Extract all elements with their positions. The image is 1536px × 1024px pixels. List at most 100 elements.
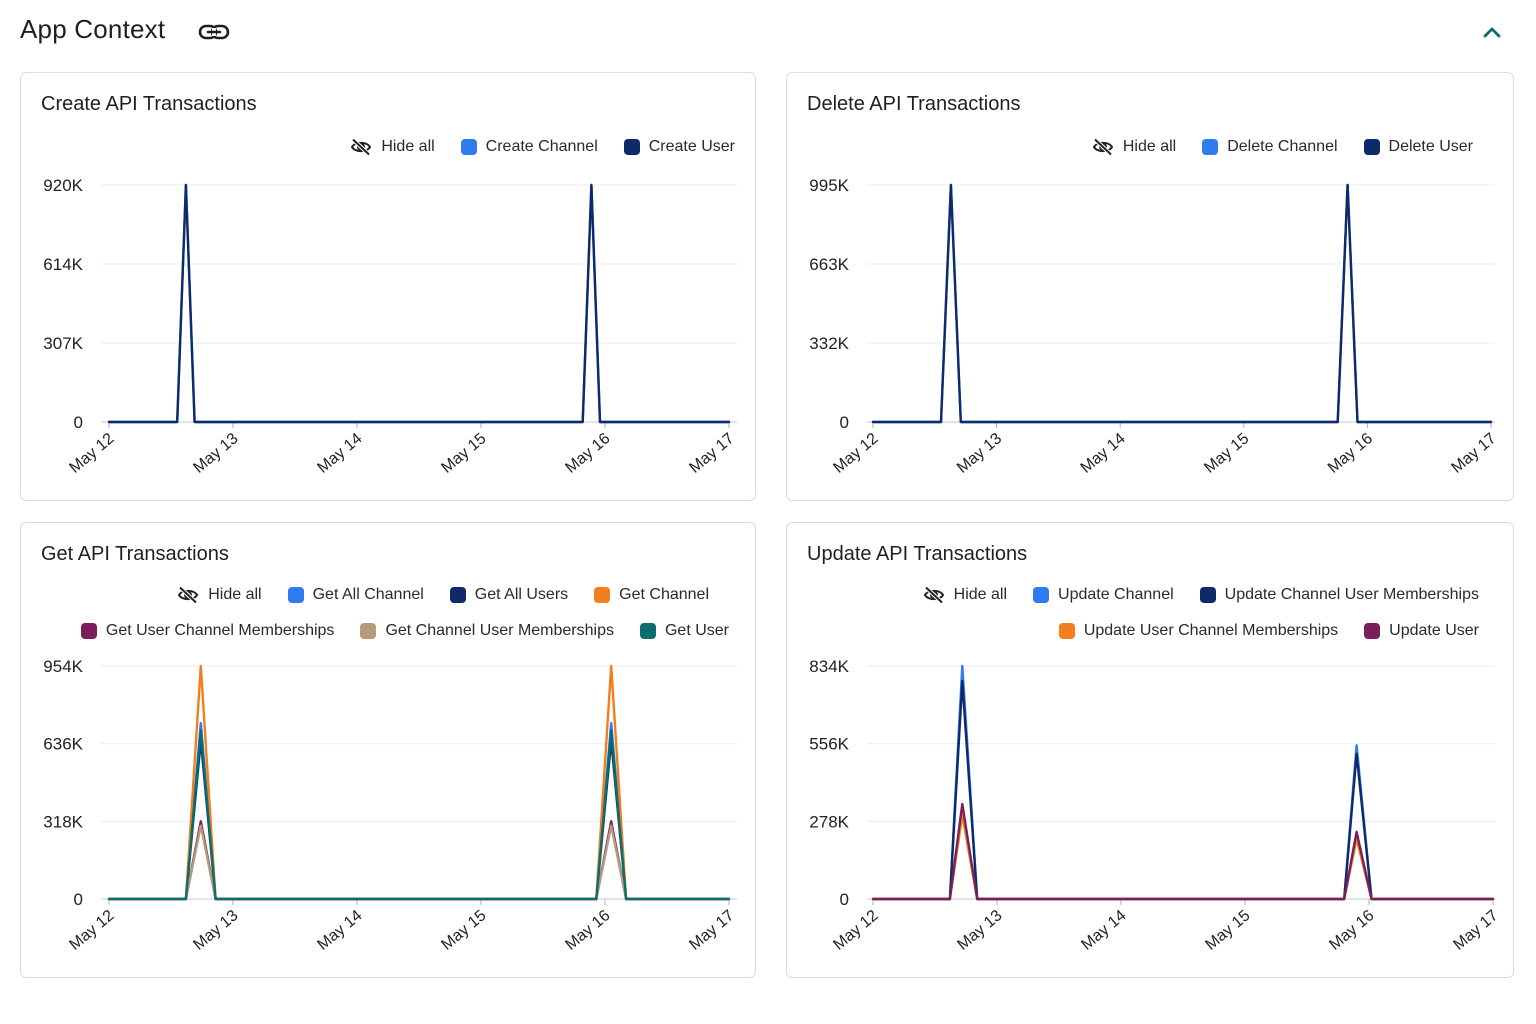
legend-item-update-channel-user-memberships[interactable]: Update Channel User Memberships [1199,586,1479,604]
y-tick-label: 278K [809,812,849,831]
legend-item-create-user[interactable]: Create User [623,138,735,156]
chart-title: Get API Transactions [41,543,229,565]
y-tick-label: 332K [809,334,849,353]
page-title: App Context [20,14,166,44]
chart-legend: Hide all Delete Channel Delete User [1092,135,1473,159]
eye-slash-icon [1092,138,1113,156]
create-api-transactions-card: Create API Transactions Hide all Create … [20,72,756,501]
x-tick-label: May 14 [314,430,365,477]
get-api-transactions-plot: 0 318K 636K 954K May 12 May 13 May 14 May 15 May… [43,657,737,954]
x-tick-label: May 12 [830,907,881,954]
legend-swatch [1199,587,1216,603]
legend-item-create-channel[interactable]: Create Channel [460,138,598,156]
x-tick-label: May 16 [562,430,613,477]
x-tick-label: May 16 [1326,907,1377,954]
legend-item-get-channel[interactable]: Get Channel [594,586,709,604]
legend-label: Get User Channel Memberships [105,622,335,639]
hide-all-button[interactable]: Hide all [923,586,1007,604]
chart-title: Create API Transactions [41,93,257,115]
y-tick-label: 0 [74,890,83,909]
eye-slash-icon [351,138,372,156]
y-tick-label: 834K [809,657,849,676]
legend-item-update-user-channel-memberships[interactable]: Update User Channel Memberships [1058,622,1338,640]
series-line-get-user [107,729,731,901]
hide-all-label: Hide all [208,586,262,603]
legend-label: Update Channel [1058,586,1174,603]
legend-label: Update Channel User Memberships [1224,586,1479,603]
legend-item-delete-channel[interactable]: Delete Channel [1202,138,1338,156]
legend-item-get-channel-user-memberships[interactable]: Get Channel User Memberships [360,622,614,640]
series-line-update-channel [871,664,1495,901]
y-tick-label: 318K [43,812,83,831]
update-api-transactions-card: Update API Transactions Hide all Update … [786,522,1514,978]
y-tick-label: 636K [43,735,83,754]
legend-swatch [1058,623,1075,639]
link-icon[interactable] [198,20,230,44]
x-tick-label: May 15 [1202,907,1253,954]
legend-swatch [1364,623,1381,639]
chart-legend-row-2: Get User Channel Memberships Get Channel… [80,619,729,643]
legend-label: Get User [664,622,729,639]
x-tick-label: May 13 [954,430,1005,477]
x-tick-label: May 14 [314,907,365,954]
legend-item-get-user[interactable]: Get User [639,622,729,640]
x-tick-label: May 14 [1078,430,1129,477]
legend-item-get-user-channel-memberships[interactable]: Get User Channel Memberships [80,622,335,640]
series-line-delete-channel [871,183,1493,424]
legend-swatch [460,139,477,155]
delete-api-transactions-plot: 0 332K 663K 995K May 12 May 13 May 14 May 15 May… [809,176,1499,477]
legend-item-update-user[interactable]: Update User [1364,622,1479,640]
legend-item-get-all-users[interactable]: Get All Users [449,586,568,604]
y-tick-label: 0 [840,890,849,909]
y-tick-label: 920K [43,176,83,195]
series-line-delete-user [871,183,1493,424]
legend-item-delete-user[interactable]: Delete User [1363,138,1473,156]
chevron-up-icon[interactable] [1478,18,1506,46]
legend-swatch [623,139,640,155]
y-tick-label: 954K [43,657,83,676]
legend-label: Delete Channel [1227,138,1338,155]
x-tick-label: May 16 [562,907,613,954]
series-line-get-channel-user-memberships [107,824,731,901]
series-line-create-user [107,183,731,424]
series-line-get-all-users [107,738,731,901]
x-tick-label: May 12 [830,430,881,477]
legend-swatch [80,623,97,639]
y-tick-label: 995K [809,176,849,195]
chart-title: Update API Transactions [807,543,1028,565]
legend-swatch [287,587,304,603]
x-tick-label: May 17 [686,907,737,954]
hide-all-button[interactable]: Hide all [1092,138,1176,156]
legend-label: Get Channel [619,586,709,603]
eye-slash-icon [178,586,199,604]
x-tick-label: May 14 [1078,907,1129,954]
hide-all-label: Hide all [1122,138,1177,155]
update-api-transactions-plot: 0 278K 556K 834K May 12 May 13 May 14 May 15 May… [809,657,1501,954]
chart-legend-row-2: Update User Channel Memberships Update U… [1058,619,1479,643]
legend-label: Update User [1389,622,1479,639]
series-line-create-channel [107,183,731,424]
legend-label: Get Channel User Memberships [385,622,614,639]
x-tick-label: May 13 [190,907,241,954]
legend-swatch [1363,139,1380,155]
chart-legend: Hide all Update Channel Update Channel U… [923,583,1479,607]
y-tick-label: 307K [43,334,83,353]
legend-item-update-channel[interactable]: Update Channel [1033,586,1174,604]
x-tick-label: May 12 [66,907,117,954]
y-tick-label: 0 [74,413,83,432]
legend-item-get-all-channel[interactable]: Get All Channel [287,586,424,604]
hide-all-button[interactable]: Hide all [177,586,262,604]
hide-all-button[interactable]: Hide all [350,138,435,156]
chart-title: Delete API Transactions [807,93,1021,115]
delete-api-transactions-card: Delete API Transactions Hide all Delete … [786,72,1514,501]
legend-swatch [639,623,656,639]
legend-swatch [449,587,466,603]
y-tick-label: 614K [43,255,83,274]
x-tick-label: May 12 [66,430,117,477]
x-tick-label: May 15 [1201,430,1252,477]
legend-swatch [1033,587,1050,603]
x-tick-label: May 17 [1448,430,1499,477]
legend-label: Get All Channel [312,586,424,603]
get-api-transactions-card: Get API Transactions Hide all Get All Ch… [20,522,756,978]
hide-all-label: Hide all [381,138,435,155]
